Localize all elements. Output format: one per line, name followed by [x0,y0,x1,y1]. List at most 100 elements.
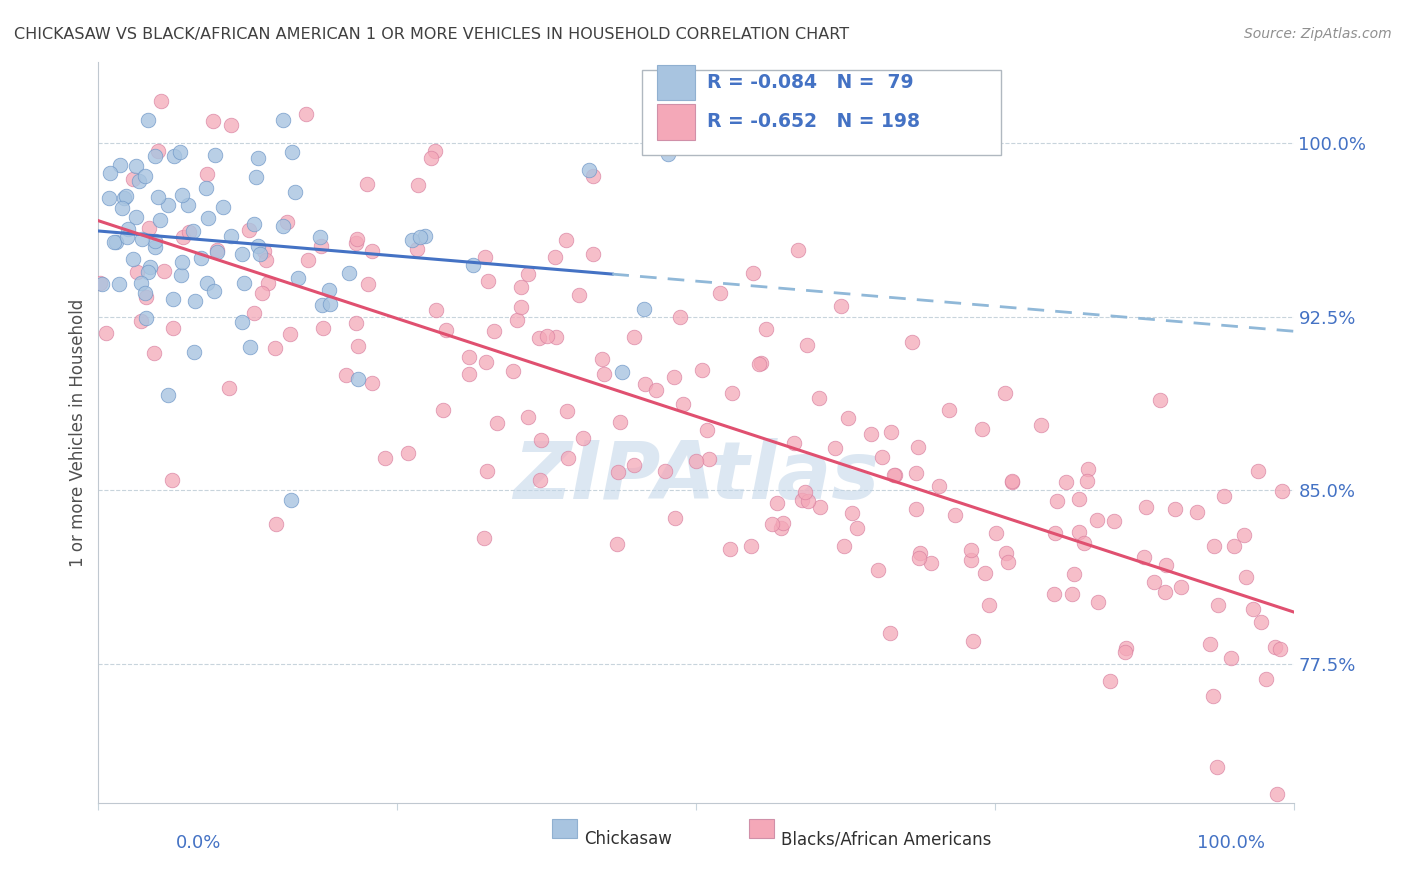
Point [131,232,153,246]
Point [1067,492,1090,507]
Point [790,493,813,508]
Point [696,423,718,437]
Point [1069,524,1091,539]
Point [1077,462,1099,476]
Point [908,551,931,566]
Point [772,516,794,530]
Point [458,350,481,364]
Point [782,435,804,450]
Point [103,235,125,250]
Text: CHICKASAW VS BLACK/AFRICAN AMERICAN 1 OR MORE VEHICLES IN HOUSEHOLD CORRELATION : CHICKASAW VS BLACK/AFRICAN AMERICAN 1 OR… [14,27,849,42]
Point [170,187,193,202]
Point [162,292,184,306]
Point [883,468,905,483]
Point [516,267,538,281]
Point [654,464,676,478]
Point [138,265,160,279]
Point [284,186,307,200]
Point [246,239,269,253]
Point [249,247,271,261]
Point [148,144,170,158]
Point [943,508,966,523]
Point [962,633,984,648]
Point [194,181,217,195]
Point [335,368,357,383]
Point [197,167,219,181]
Point [593,367,616,381]
Point [1268,641,1291,656]
Point [1234,570,1257,584]
Bar [657,65,695,101]
Point [1133,550,1156,565]
Point [748,357,770,371]
Point [555,403,578,417]
Point [204,148,226,162]
Point [973,566,995,581]
Point [344,236,367,251]
Point [582,247,605,261]
Point [297,252,319,267]
Bar [643,70,1001,155]
Point [104,235,127,249]
Point [664,369,686,384]
Text: 0.0%: 0.0% [176,834,221,852]
Point [162,321,184,335]
Point [128,174,150,188]
Point [238,223,260,237]
Point [232,277,254,291]
Point [125,210,148,224]
Point [475,355,498,369]
Point [568,287,591,301]
Point [506,312,529,326]
Point [111,201,134,215]
Point [264,517,287,532]
Point [787,243,810,257]
Point [486,416,509,430]
Point [591,352,613,367]
Point [634,376,657,391]
Point [344,316,367,330]
Point [94,326,117,340]
Point [578,163,600,178]
Point [1042,587,1064,601]
Point [997,555,1019,569]
Point [1073,536,1095,550]
Point [347,339,370,353]
Point [295,107,318,121]
Point [122,171,145,186]
Point [179,226,201,240]
Point [247,151,270,165]
Point [134,169,156,183]
Point [901,335,924,350]
Point [146,190,169,204]
Point [396,446,419,460]
Point [510,301,533,315]
Point [219,118,242,132]
Point [153,264,176,278]
Point [318,284,340,298]
Point [910,546,932,560]
Point [1046,494,1069,508]
Point [361,376,384,390]
Point [1250,615,1272,629]
Point [555,233,578,247]
Point [1001,475,1024,489]
Point [474,251,496,265]
Point [276,215,298,229]
Point [253,244,276,258]
Point [572,431,595,445]
Point [761,517,783,532]
Point [357,277,380,292]
Point [149,213,172,227]
Point [672,396,695,410]
Point [557,450,579,465]
Point [970,422,993,436]
Text: 100.0%: 100.0% [1198,834,1265,852]
Point [245,169,267,184]
Point [169,145,191,159]
Point [517,409,540,424]
Point [668,310,690,325]
Point [197,211,219,225]
Point [979,598,1001,612]
Point [243,306,266,320]
